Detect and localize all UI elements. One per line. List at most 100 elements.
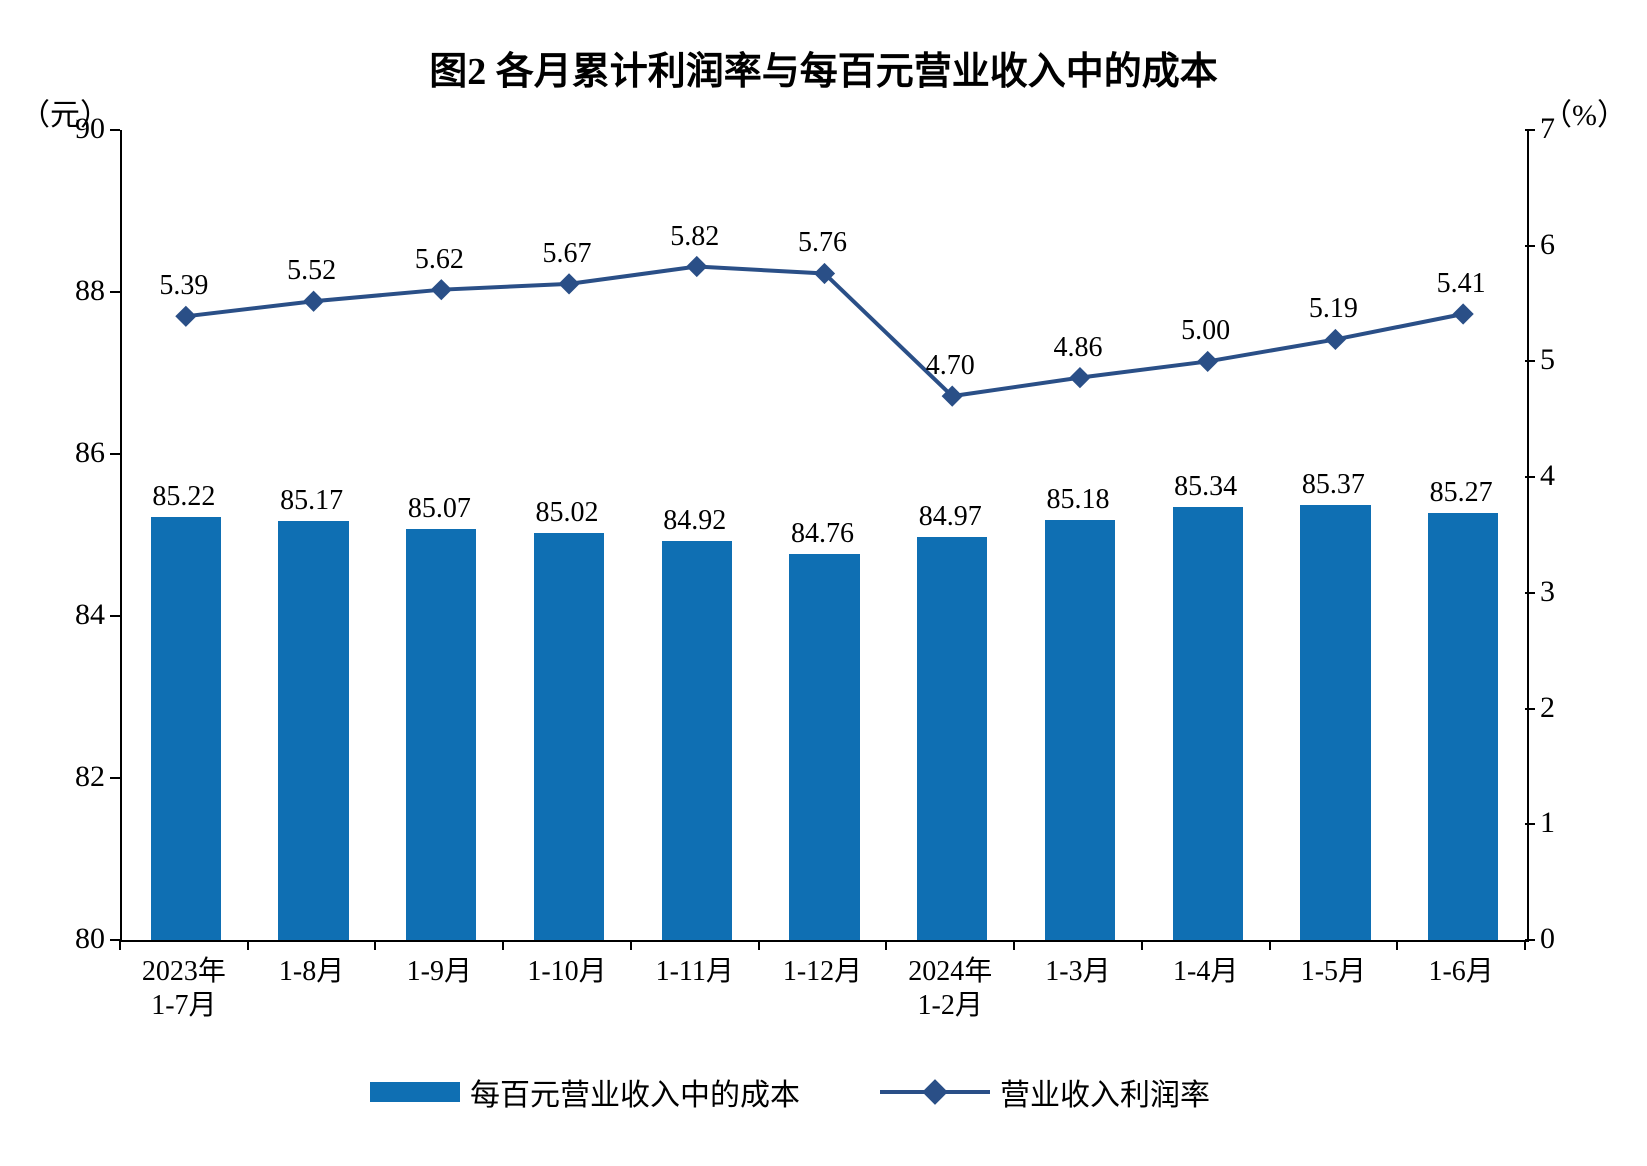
line-marker-icon (559, 274, 579, 294)
line-data-label: 5.82 (631, 221, 759, 253)
y-right-tickmark (1525, 129, 1535, 131)
x-tickmark (630, 940, 632, 950)
x-axis-label: 1-10月 (503, 955, 631, 989)
bar (917, 537, 987, 940)
y-right-tickmark (1525, 360, 1535, 362)
bar (1428, 513, 1498, 940)
line-marker-icon (176, 306, 196, 326)
y-left-tickmark (110, 291, 120, 293)
x-axis-label: 1-4月 (1142, 955, 1270, 989)
line-data-label: 5.19 (1270, 293, 1398, 325)
chart-title: 图2 各月累计利润率与每百元营业收入中的成本 (0, 40, 1647, 95)
line-data-label: 5.39 (120, 270, 248, 302)
y-left-tickmark (110, 453, 120, 455)
line-data-label: 5.00 (1142, 315, 1270, 347)
x-tickmark (1269, 940, 1271, 950)
line-data-label: 5.67 (503, 238, 631, 270)
bar-data-label: 85.07 (375, 493, 503, 525)
bar-data-label: 85.27 (1397, 477, 1525, 509)
y-left-tick-label: 82 (75, 760, 105, 794)
legend-line-swatch (880, 1090, 990, 1094)
y-right-tick-label: 0 (1540, 922, 1555, 956)
x-tickmark (1013, 940, 1015, 950)
legend-line-label: 营业收入利润率 (1000, 1070, 1210, 1114)
x-tickmark (247, 940, 249, 950)
y-left-tick-label: 80 (75, 922, 105, 956)
bar (662, 541, 732, 940)
y-right-tickmark (1525, 592, 1535, 594)
y-left-tick-label: 86 (75, 436, 105, 470)
legend-line-marker-icon (922, 1079, 947, 1104)
line-marker-icon (431, 280, 451, 300)
x-tickmark (885, 940, 887, 950)
x-tickmark (1524, 940, 1526, 950)
x-tickmark (1141, 940, 1143, 950)
x-axis-label: 1-11月 (631, 955, 759, 989)
line-data-label: 5.62 (375, 244, 503, 276)
legend-item-bar: 每百元营业收入中的成本 (370, 1070, 800, 1114)
x-tickmark (1396, 940, 1398, 950)
x-axis-label: 1-9月 (375, 955, 503, 989)
line-marker-icon (1198, 352, 1218, 372)
x-axis-label: 2023年 1-7月 (120, 955, 248, 1022)
bar (534, 533, 604, 940)
line-marker-icon (1070, 368, 1090, 388)
x-axis-label: 1-5月 (1270, 955, 1398, 989)
line-data-label: 4.70 (886, 350, 1014, 382)
y-right-tickmark (1525, 939, 1535, 941)
bar-data-label: 85.17 (248, 485, 376, 517)
line-marker-icon (304, 291, 324, 311)
y-right-tick-label: 6 (1540, 228, 1555, 262)
y-left-tickmark (110, 129, 120, 131)
bar (1300, 505, 1370, 940)
bar-data-label: 85.18 (1014, 484, 1142, 516)
bar (789, 554, 859, 940)
bar-data-label: 85.34 (1142, 471, 1270, 503)
bar (1045, 520, 1115, 940)
legend-bar-label: 每百元营业收入中的成本 (470, 1070, 800, 1114)
bar-data-label: 84.76 (759, 518, 887, 550)
bar (1173, 507, 1243, 940)
y-left-tickmark (110, 777, 120, 779)
x-axis-label: 1-3月 (1014, 955, 1142, 989)
legend-item-line: 营业收入利润率 (880, 1070, 1210, 1114)
x-tickmark (758, 940, 760, 950)
y-left-tick-label: 84 (75, 598, 105, 632)
x-tickmark (119, 940, 121, 950)
y-right-tick-label: 1 (1540, 806, 1555, 840)
x-axis-label: 1-12月 (759, 955, 887, 989)
y-right-tick-label: 2 (1540, 691, 1555, 725)
legend-bar-swatch (370, 1082, 460, 1102)
line-series (186, 267, 1463, 397)
x-axis-label: 1-8月 (248, 955, 376, 989)
y-right-tick-label: 7 (1540, 112, 1555, 146)
y-left-tickmark (110, 615, 120, 617)
y-left-tick-label: 90 (75, 112, 105, 146)
y-right-tickmark (1525, 708, 1535, 710)
line-data-label: 5.52 (248, 255, 376, 287)
line-data-label: 5.76 (759, 227, 887, 259)
y-right-tickmark (1525, 245, 1535, 247)
y-right-tick-label: 3 (1540, 575, 1555, 609)
y-right-tickmark (1525, 476, 1535, 478)
bar (151, 517, 221, 940)
y-right-tickmark (1525, 823, 1535, 825)
y-right-tick-label: 5 (1540, 343, 1555, 377)
line-marker-icon (1326, 330, 1346, 350)
x-axis-label: 2024年 1-2月 (886, 955, 1014, 1022)
chart-container: 图2 各月累计利润率与每百元营业收入中的成本 （元） （%） 每百元营业收入中的… (0, 0, 1647, 1166)
y-left-tick-label: 88 (75, 274, 105, 308)
bar-data-label: 85.22 (120, 481, 248, 513)
bar-data-label: 85.02 (503, 497, 631, 529)
bar-data-label: 84.92 (631, 505, 759, 537)
line-marker-icon (1453, 304, 1473, 324)
bar (278, 521, 348, 940)
line-data-label: 4.86 (1014, 332, 1142, 364)
legend: 每百元营业收入中的成本 营业收入利润率 (370, 1070, 1210, 1114)
x-axis-label: 1-6月 (1397, 955, 1525, 989)
bar-data-label: 85.37 (1270, 469, 1398, 501)
line-data-label: 5.41 (1397, 268, 1525, 300)
x-tickmark (374, 940, 376, 950)
bar-data-label: 84.97 (886, 501, 1014, 533)
line-marker-icon (687, 257, 707, 277)
